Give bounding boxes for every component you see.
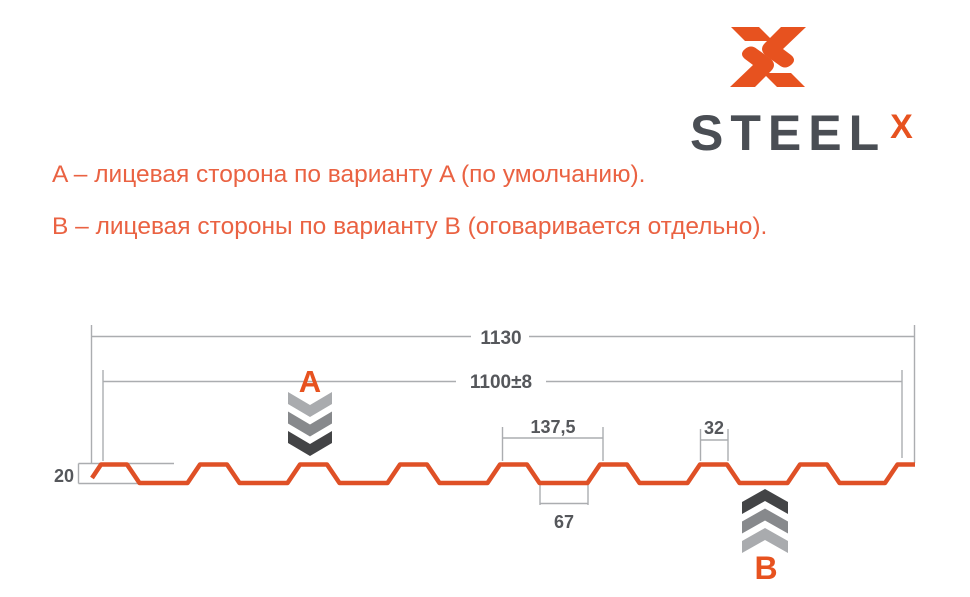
steelx-logo-icon <box>730 27 806 87</box>
profile-outline <box>90 462 915 486</box>
wordmark-steel: STEEL <box>690 105 887 161</box>
marker-a: A <box>288 364 332 456</box>
logo-x-bottom-left-hook <box>730 46 774 87</box>
marker-b-label: B <box>754 550 777 586</box>
dim-lines-pitch <box>501 427 604 461</box>
marker-b-chevron-mid <box>742 508 788 534</box>
marker-b: B <box>742 489 788 586</box>
marker-b-chevron-light <box>742 528 788 553</box>
label-rib-pitch: 137,5 <box>530 417 575 437</box>
note-variant-a: A – лицевая сторона по варианту A (по ум… <box>52 161 646 188</box>
note-variant-b: B – лицевая стороны по варианту B (огова… <box>52 213 768 240</box>
wordmark-sup-x: X <box>890 108 913 146</box>
label-valley-width: 67 <box>554 512 574 532</box>
dimension-lines <box>77 325 916 505</box>
logo-x-top-right-hook <box>762 27 806 68</box>
marker-a-chevron-mid <box>288 411 332 437</box>
label-crest-width: 32 <box>704 418 724 438</box>
steelx-wordmark: STEEL X <box>690 104 950 161</box>
marker-b-chevron-dark <box>742 489 788 514</box>
logo-x-bottom-right-bar <box>763 73 805 87</box>
label-overall-width: 1130 <box>480 328 521 349</box>
marker-a-label: A <box>299 364 321 399</box>
logo-x-top-left-bar <box>731 27 773 41</box>
label-profile-height: 20 <box>54 466 74 486</box>
marker-a-chevron-light <box>288 392 332 417</box>
dim-lines-crest <box>699 429 729 461</box>
label-working-width: 1100±8 <box>470 372 532 393</box>
marker-a-chevron-dark <box>288 431 332 456</box>
